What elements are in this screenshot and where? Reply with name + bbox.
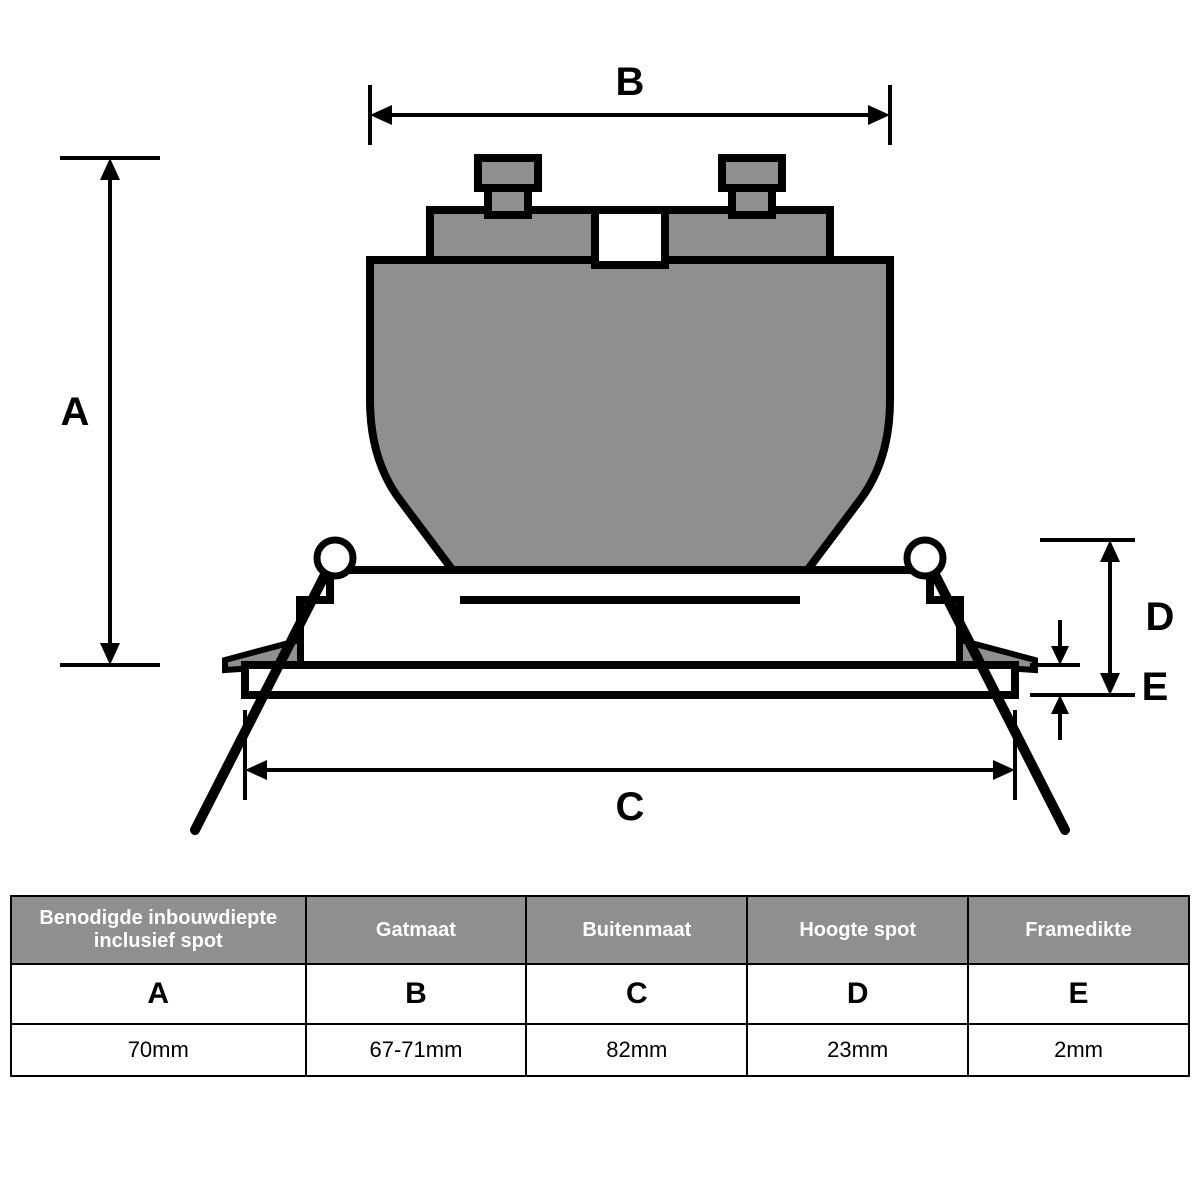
- header-C: Buitenmaat: [526, 896, 747, 964]
- technical-diagram: A B C D E: [0, 0, 1200, 900]
- header-B: Gatmaat: [306, 896, 527, 964]
- dimension-A: A: [60, 158, 160, 665]
- pivot-right: [907, 540, 943, 576]
- letter-E: E: [968, 964, 1189, 1024]
- dimension-B: B: [370, 60, 890, 145]
- header-E: Framedikte: [968, 896, 1189, 964]
- bulb-pin-left: [478, 158, 538, 215]
- dimension-label-B: B: [616, 60, 645, 104]
- table-value-row: 70mm 67-71mm 82mm 23mm 2mm: [11, 1024, 1189, 1076]
- dimension-label-E: E: [1142, 665, 1169, 709]
- dimension-label-A: A: [61, 390, 90, 434]
- fixture-bezel: [245, 665, 1015, 695]
- letter-D: D: [747, 964, 968, 1024]
- spotlight-cross-section-svg: A B C D E: [0, 0, 1200, 900]
- value-A: 70mm: [11, 1024, 306, 1076]
- header-D: Hoogte spot: [747, 896, 968, 964]
- pivot-left: [317, 540, 353, 576]
- dimension-label-D: D: [1146, 595, 1175, 639]
- dimension-C: C: [245, 710, 1015, 829]
- letter-C: C: [526, 964, 747, 1024]
- value-C: 82mm: [526, 1024, 747, 1076]
- bulb-notch: [595, 210, 665, 265]
- letter-B: B: [306, 964, 527, 1024]
- specification-table: Benodigde inbouwdiepte inclusief spot Ga…: [10, 895, 1190, 1077]
- bulb-pin-right: [722, 158, 782, 215]
- value-E: 2mm: [968, 1024, 1189, 1076]
- table-letter-row: A B C D E: [11, 964, 1189, 1024]
- bulb-body: [370, 260, 890, 600]
- table-header-row: Benodigde inbouwdiepte inclusief spot Ga…: [11, 896, 1189, 964]
- dimension-label-C: C: [616, 785, 645, 829]
- header-A: Benodigde inbouwdiepte inclusief spot: [11, 896, 306, 964]
- fixture-inner-ring: [300, 570, 960, 665]
- value-B: 67-71mm: [306, 1024, 527, 1076]
- value-D: 23mm: [747, 1024, 968, 1076]
- letter-A: A: [11, 964, 306, 1024]
